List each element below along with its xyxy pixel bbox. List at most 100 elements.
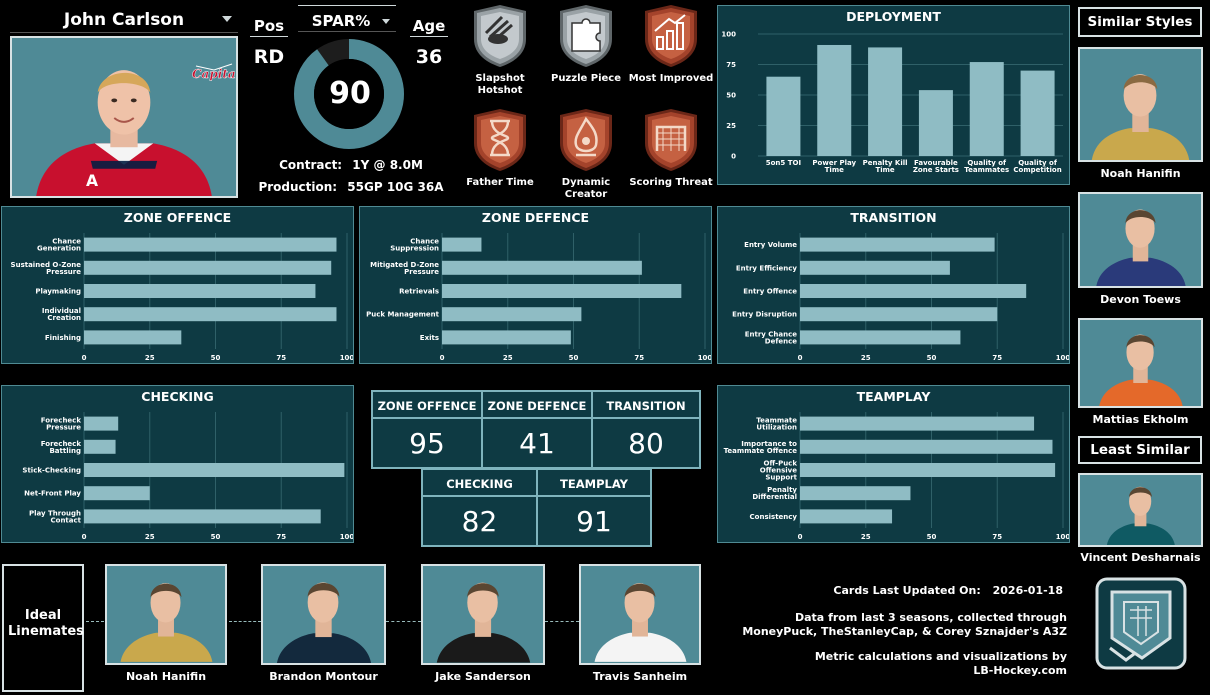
y-tick-label: Entry Disruption [732,311,797,319]
bar [969,62,1004,157]
player-photo: A Capitals [10,36,238,198]
bar [84,463,345,477]
linemate-name[interactable]: Noah Hanifin [125,670,207,683]
x-tick-label: Favourable Zone Starts [913,159,959,174]
badge[interactable]: Scoring Threat [626,107,716,207]
credit-line-1: Metric calculations and visualizations b… [814,650,1067,663]
chart-title: TRANSITION [850,210,937,225]
y-tick-label: Mitigated D-Zone Pressure [370,261,439,276]
x-tick-label: 50 [927,533,937,541]
y-tick-label: Finishing [45,334,81,342]
x-tick-label: 25 [145,533,155,541]
x-tick-label: 25 [861,354,871,362]
y-tick-label: Entry Chance Defence [745,330,798,345]
lb-hockey-logo[interactable] [1094,576,1188,671]
credit-line-2: LB-Hockey.com [973,664,1067,677]
score-label: CHECKING [423,472,536,497]
bar [817,44,852,157]
badge[interactable]: Puzzle Piece [541,3,631,103]
score-label: ZONE OFFENCE [373,394,481,419]
bar [800,260,950,275]
badge[interactable]: Most Improved [626,3,716,103]
chart-plot: 0 25 50 75 100 Entry Volume Entry Efficiency En… [732,233,1069,362]
ideal-linemates-label: Ideal Linemates [8,608,84,639]
badge-label: Slapshot Hotshot [475,73,525,96]
x-tick-label: 0 [82,533,87,541]
y-tick-label: Sustained O-Zone Pressure [11,261,82,276]
least-similar-name[interactable]: Vincent Desharnais [1080,551,1201,564]
y-tick-label: Chance Generation [37,238,81,253]
bar [442,237,482,252]
badge[interactable]: Dynamic Creator [541,107,631,207]
bar [800,486,911,501]
x-tick-label: 50 [211,533,221,541]
badge-label: Dynamic Creator [561,177,611,200]
chart-title: ZONE OFFENCE [123,210,232,225]
y-tick-label: 75 [726,61,736,69]
chart-plot: 0 25 50 75 100 Teammate Utilization Importance … [724,412,1069,541]
player-headshot: A [36,70,212,196]
x-tick-label: Quality of Competition [1013,159,1061,174]
spar-select[interactable]: SPAR% [298,10,396,36]
bar [442,260,642,275]
badge-label: Scoring Threat [629,177,713,188]
teamplay-panel: TEAMPLAY 0 25 50 75 100 Teammate Utilization Imp… [717,385,1070,543]
similar-player-photo[interactable] [1078,47,1203,162]
similar-styles-header[interactable]: Similar Styles [1078,7,1202,37]
similar-player-name[interactable]: Devon Toews [1100,293,1181,306]
puck-fire-icon [474,5,526,67]
x-tick-label: 0 [798,354,803,362]
y-tick-label: Consistency [750,513,798,521]
bar-chart-up-icon [645,5,697,67]
linemates-connector [229,621,261,622]
least-similar-header[interactable]: Least Similar [1078,436,1202,464]
y-tick-label: Stick-Checking [22,467,81,475]
linemate-photo[interactable] [579,564,701,665]
bar [84,307,337,322]
similar-player-name[interactable]: Noah Hanifin [1100,167,1181,180]
similar-player-photo[interactable] [1078,192,1203,288]
similar-player-name[interactable]: Mattias Ekholm [1092,413,1189,426]
score-value: 95 [409,427,445,460]
y-tick-label: 50 [726,92,736,100]
y-tick-label: Entry Efficiency [736,264,798,272]
x-tick-label: Quality of Teammates [964,159,1009,174]
y-tick-label: Off-Puck Offensive Support [760,460,798,482]
production-value: 55GP 10G 36A [347,180,444,194]
chart-title: CHECKING [141,389,214,404]
last-updated-date: 2026-01-18 [992,584,1063,597]
linemate-name[interactable]: Brandon Montour [269,670,378,683]
chart-title: DEPLOYMENT [846,9,941,24]
linemate-name[interactable]: Jake Sanderson [435,670,531,683]
chart-plot: 0 25 50 75 100 5on5 TOI Power Play Time Penalty … [721,31,1063,174]
goal-net-icon [645,109,697,171]
capitals-logo: Capitals [190,60,236,86]
linemates-connector [86,621,104,622]
bar [800,237,995,252]
bar [800,439,1053,454]
bar [918,90,953,156]
y-tick-label: Chance Suppression [390,238,439,253]
linemate-photo[interactable] [105,564,227,665]
bar [84,439,116,454]
badge[interactable]: Slapshot Hotshot [455,3,545,103]
least-similar-photo[interactable] [1078,473,1203,547]
score-value: 82 [461,505,498,538]
linemate-photo[interactable] [421,564,545,665]
linemate-name[interactable]: Travis Sanheim [592,670,688,683]
badge[interactable]: Father Time [455,107,545,207]
transition-panel: TRANSITION 0 25 50 75 100 Entry Volume Entry Ef… [717,206,1070,364]
x-tick-label: 75 [992,533,1002,541]
linemate-photo[interactable] [261,564,386,665]
x-tick-label: 0 [82,354,87,362]
score-label: TEAMPLAY [538,472,650,497]
similar-player-photo[interactable] [1078,318,1203,408]
production-label: Production: [258,180,338,194]
bar [800,284,1027,298]
bar [84,284,316,298]
x-tick-label: 75 [276,354,286,362]
chart-title: TEAMPLAY [856,389,931,404]
bar [84,330,182,345]
player-name-select[interactable]: John Carlson [10,8,238,34]
y-tick-label: Entry Volume [744,241,797,249]
